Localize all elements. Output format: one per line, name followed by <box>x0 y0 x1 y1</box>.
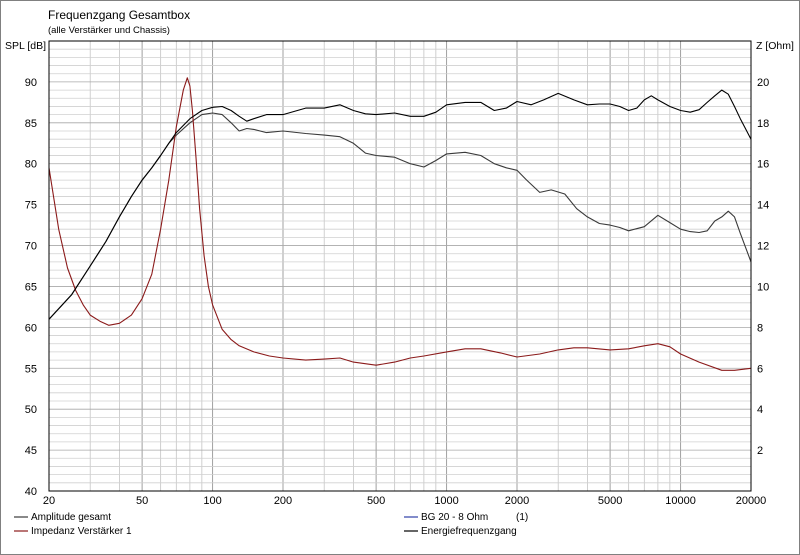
y-right-tick-label: 6 <box>757 363 763 375</box>
x-tick-label: 20 <box>43 495 55 507</box>
series-line-impedanz-verst-rker-1 <box>48 77 752 371</box>
y-right-tick-label: 12 <box>757 241 769 253</box>
series-line-amplitude-gesamt <box>48 112 752 320</box>
x-tick-label: 20000 <box>736 495 767 507</box>
x-tick-label: 100 <box>203 495 221 507</box>
y-right-tick-label: 4 <box>757 404 763 416</box>
y-right-tick-label: 14 <box>757 200 769 212</box>
series <box>48 77 752 371</box>
y-left-tick-label: 85 <box>25 118 37 130</box>
legend: Amplitude gesamt Impedanz Verstärker 1 BG … <box>14 512 528 537</box>
series-line-energiefrequenzgang <box>48 89 752 320</box>
x-tick-label: 2000 <box>505 495 529 507</box>
x-tick-label: 1000 <box>434 495 458 507</box>
chart-title: Frequenzgang Gesamtbox <box>48 8 190 22</box>
legend-suffix: (1) <box>516 512 528 523</box>
x-tick-label: 5000 <box>598 495 622 507</box>
y-left-tick-label: 60 <box>25 322 37 334</box>
y-left-tick-label: 50 <box>25 404 37 416</box>
chart-subtitle: (alle Verstärker und Chassis) <box>48 25 170 36</box>
x-tick-label: 200 <box>274 495 292 507</box>
legend-entry-amplitude-gesamt: Amplitude gesamt <box>31 512 111 523</box>
x-tick-label: 500 <box>367 495 385 507</box>
y-axis-right-label: Z [Ohm] <box>756 40 794 52</box>
y-left-tick-label: 75 <box>25 200 37 212</box>
y-left-tick-label: 40 <box>25 486 37 498</box>
legend-entry-bg-20-8-ohm: BG 20 - 8 Ohm <box>421 512 488 523</box>
y-right-tick-label: 16 <box>757 159 769 171</box>
x-tick-label: 10000 <box>665 495 696 507</box>
legend-entry-impedanz-verst-rker-1: Impedanz Verstärker 1 <box>31 526 132 537</box>
y-left-tick-label: 70 <box>25 241 37 253</box>
y-right-tick-label: 8 <box>757 322 763 334</box>
y-left-tick-label: 45 <box>25 445 37 457</box>
x-tick-label: 50 <box>136 495 148 507</box>
y-right-tick-label: 2 <box>757 445 763 457</box>
y-axis-left-label: SPL [dB] <box>5 40 46 52</box>
y-right-tick-label: 20 <box>757 77 769 89</box>
tick-labels: 20 50 100 200 500 1000 2000 5000 10000 2000040455… <box>25 77 770 507</box>
plot-area-border <box>48 40 752 492</box>
y-right-tick-label: 18 <box>757 118 769 130</box>
y-left-tick-label: 65 <box>25 281 37 293</box>
legend-entry-energiefrequenzgang: Energiefrequenzgang <box>421 526 517 537</box>
grid <box>48 41 752 491</box>
y-left-tick-label: 90 <box>25 77 37 89</box>
y-left-tick-label: 80 <box>25 159 37 171</box>
y-left-tick-label: 55 <box>25 363 37 375</box>
y-right-tick-label: 10 <box>757 281 769 293</box>
